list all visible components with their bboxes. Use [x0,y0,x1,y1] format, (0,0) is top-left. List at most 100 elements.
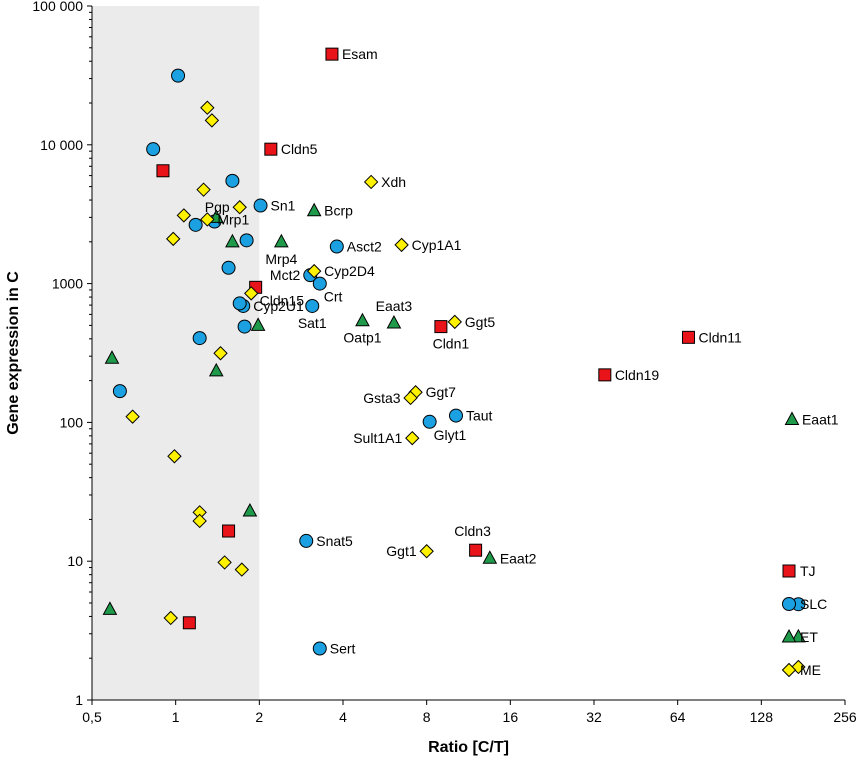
point-label: Sn1 [271,198,296,214]
slc-point [305,298,320,313]
et-point [225,233,240,248]
x-axis-ticks: 0,5 1 2 4 8 16 32 64 128 256 [82,700,857,725]
point-labels: Esam Cldn5 Cldn15 Cldn1 Cldn11 Cldn19 Cldn3 Sn1… [205,46,839,656]
point-label: Cldn5 [281,141,318,157]
x-tick-label: 128 [750,709,774,725]
tj-point [469,543,483,557]
x-tick-label: 4 [339,709,347,725]
y-axis-title: Gene expression in C [5,271,22,435]
et-point [104,350,120,364]
point-label: Snat5 [316,533,353,549]
me-point [232,200,247,215]
et-point [306,202,322,217]
me-point [405,430,420,446]
me-point [204,113,220,128]
legend-label: ET [800,629,818,645]
legend-item-me: ME [781,662,821,678]
y-tick-label: 100 000 [32,0,83,14]
me-point [213,346,228,361]
me-point [217,555,232,570]
tj-point [681,330,695,344]
legend-label: SLC [800,596,827,612]
legend-marker [782,564,796,578]
legend-marker [781,628,797,643]
slc-point [422,414,437,429]
legend-label: ME [800,662,821,678]
slc-point [112,384,127,399]
me-point [234,562,250,577]
point-label: Esam [342,46,378,62]
data-points [102,47,806,675]
me-point [125,409,140,424]
legend-item-slc: SLC [782,596,827,612]
legend-marker [781,662,797,678]
et-point [386,314,402,329]
legend: TJ SLC ET ME [781,563,827,678]
point-label: Mct2 [270,267,301,283]
slc-point [312,276,327,291]
point-label: Oatp1 [343,330,381,346]
legend-item-tj: TJ [782,563,816,579]
et-point [250,317,266,331]
point-label: Cldn15 [260,292,305,308]
tj-point [156,164,170,178]
me-point [196,182,211,197]
point-label: Mrp4 [265,251,297,267]
x-tick-label: 16 [503,709,519,725]
me-point [163,610,178,626]
me-point [166,231,181,247]
legend-item-et: ET [781,628,818,645]
tj-point [264,142,278,156]
slc-point [171,68,186,83]
point-label: Sert [330,640,356,656]
y-tick-label: 1000 [52,276,83,292]
et-point [482,550,498,564]
point-label: Eaat1 [802,411,839,427]
point-label: Cyp2D4 [324,263,375,279]
me-point [167,449,182,464]
slc-point [146,142,161,157]
point-label: Taut [466,408,493,424]
point-label: Crt [324,289,343,305]
shaded-region [92,6,260,700]
me-point [394,237,409,253]
tj-point [598,368,612,382]
slc-point [239,233,254,248]
point-label: Cldn19 [615,367,660,383]
slc-point [448,408,463,423]
me-point [200,100,215,115]
point-label: Cyp2U1 [253,298,304,314]
slc-point [225,173,240,188]
point-label: Sat1 [298,315,327,331]
slc-point [237,319,252,334]
x-axis-title: Ratio [C/T] [428,739,509,756]
x-tick-label: 2 [255,709,263,725]
et-point [355,312,370,327]
point-label: Sult1A1 [353,430,402,446]
me-point [447,314,463,330]
me-point [176,208,192,223]
y-tick-label: 1 [75,692,83,708]
x-tick-label: 0,5 [82,709,102,725]
slc-point [329,239,344,254]
et-point [102,601,118,615]
me-point [363,174,379,190]
et-point [274,233,289,248]
slc-point [253,198,268,213]
point-label: Asct2 [347,239,382,255]
slc-point [221,260,236,275]
slc-point [192,331,207,346]
y-tick-label: 100 [60,414,84,430]
et-point [784,411,800,425]
tj-point [222,524,236,538]
me-point [306,263,322,279]
tj-point [434,320,448,334]
x-tick-label: 8 [423,709,431,725]
point-label: Ggt5 [465,314,496,330]
point-label: Cldn11 [698,329,742,345]
x-tick-label: 256 [833,709,857,725]
point-label: Xdh [381,174,406,190]
point-label: Glyt1 [434,427,467,443]
point-label: Bcrp [324,203,353,219]
